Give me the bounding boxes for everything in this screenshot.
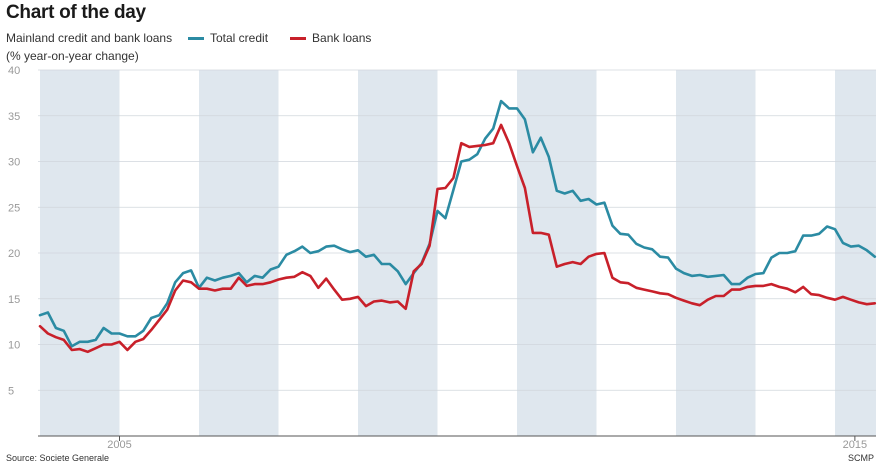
y-axis-labels: 5 10 15 20 25 30 35 40	[8, 65, 20, 397]
credit-note: SCMP	[847, 453, 874, 463]
legend-item-bank-loans: Bank loans	[290, 31, 371, 45]
y-tick-label: 40	[8, 65, 20, 77]
y-tick-label: 35	[8, 111, 20, 123]
y-tick-label: 20	[8, 248, 20, 260]
y-tick-label: 5	[8, 385, 14, 397]
x-tick-label: 2015	[843, 439, 867, 451]
y-tick-label: 10	[8, 340, 20, 352]
legend-label-bank-loans: Bank loans	[312, 31, 372, 45]
series-lines	[38, 99, 877, 354]
chart-title: Chart of the day	[6, 2, 146, 23]
chart-subtitle-units: (% year-on-year change)	[6, 49, 139, 63]
series-line-bank-loans	[38, 123, 877, 354]
x-tick-label: 2005	[107, 439, 131, 451]
legend-swatch-total-credit	[188, 36, 204, 40]
legend-label-total-credit: Total credit	[210, 31, 269, 45]
legend-swatch-bank-loans	[290, 36, 307, 40]
source-note: Source: Societe Generale	[6, 453, 110, 463]
legend-item-total-credit: Total credit	[188, 31, 268, 45]
y-tick-label: 30	[8, 157, 20, 169]
series-line-total-credit	[38, 99, 877, 348]
y-tick-label: 15	[8, 294, 20, 306]
y-tick-label: 25	[8, 202, 20, 214]
chart-subtitle: Mainland credit and bank loans	[6, 31, 173, 45]
x-axis: 2005 2015	[38, 435, 876, 451]
chart-legend: Total credit Bank loans	[188, 31, 371, 45]
